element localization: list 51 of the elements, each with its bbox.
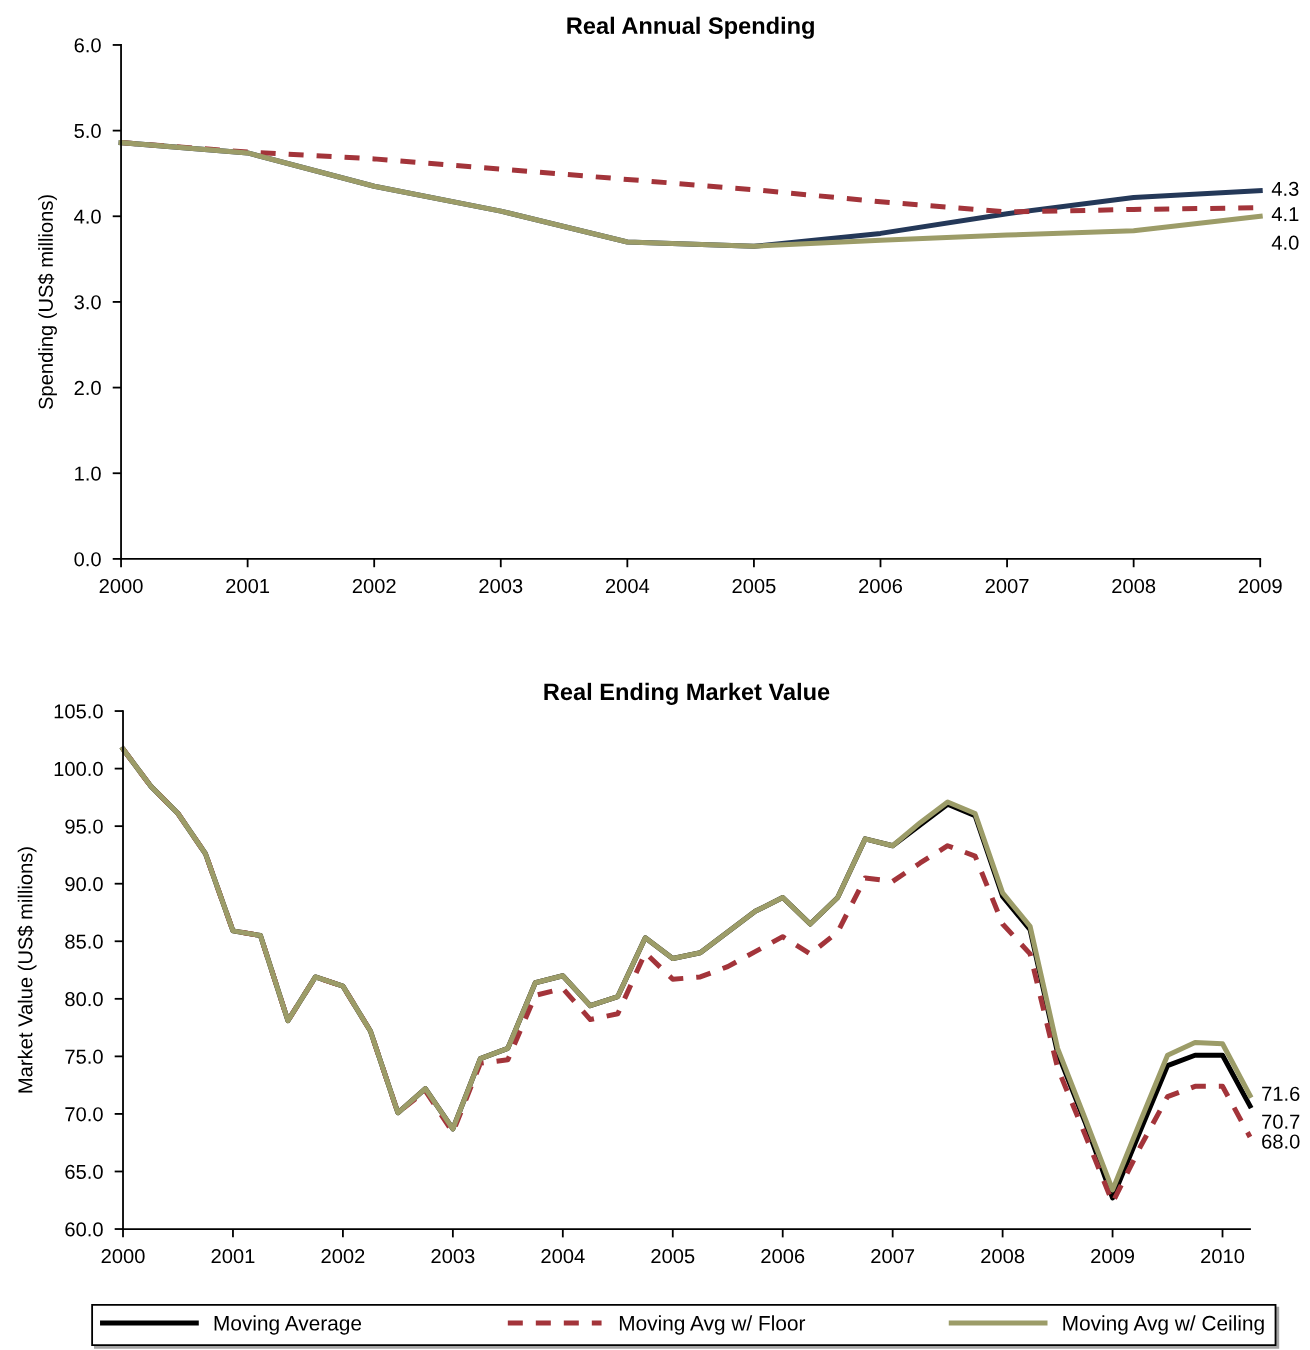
- legend-label: Moving Avg w/ Ceiling: [1063, 1315, 1264, 1335]
- x-tick-label: 2008: [1112, 578, 1156, 594]
- data-label: 68.0: [1262, 1134, 1300, 1149]
- y-tick-label: 0.0: [74, 552, 101, 567]
- x-tick-label: 2008: [981, 1249, 1025, 1264]
- y-tick-label: 90.0: [65, 876, 103, 892]
- x-tick-label: 2003: [431, 1249, 475, 1264]
- x-tick-label: 2006: [859, 578, 903, 594]
- y-axis-title: Spending (US$ millions): [37, 195, 57, 410]
- y-axis-title: Market Value (US$ millions): [17, 847, 37, 1093]
- x-tick-label: 2010: [1201, 1249, 1245, 1264]
- y-tick-label: 95.0: [65, 819, 103, 834]
- x-tick-label: 2004: [605, 578, 650, 594]
- y-tick-label: 65.0: [65, 1164, 103, 1179]
- x-tick-label: 2007: [985, 578, 1029, 594]
- data-label: 70.7: [1262, 1114, 1300, 1129]
- x-tick-label: 2009: [1091, 1249, 1135, 1264]
- x-tick-label: 2001: [226, 578, 270, 594]
- y-tick-label: 3.0: [74, 295, 101, 310]
- chart-title: Real Annual Spending: [567, 16, 814, 39]
- y-tick-label: 5.0: [74, 123, 101, 139]
- x-tick-label: 2002: [321, 1249, 365, 1264]
- x-tick-label: 2003: [479, 578, 523, 594]
- y-tick-label: 60.0: [65, 1222, 103, 1237]
- y-tick-label: 80.0: [65, 992, 103, 1007]
- x-tick-label: 2005: [732, 578, 776, 594]
- legend-label: Moving Avg w/ Floor: [619, 1315, 806, 1335]
- y-tick-label: 105.0: [54, 704, 103, 719]
- x-tick-label: 2001: [211, 1249, 255, 1264]
- x-tick-label: 2005: [651, 1249, 695, 1264]
- data-label: 4.3: [1271, 181, 1299, 196]
- y-tick-label: 100.0: [54, 761, 103, 777]
- x-tick-label: 2002: [352, 578, 396, 594]
- x-tick-label: 2000: [99, 578, 143, 594]
- y-tick-label: 4.0: [74, 209, 101, 224]
- y-tick-label: 1.0: [75, 466, 101, 481]
- x-tick-label: 2004: [541, 1249, 585, 1264]
- x-tick-label: 2009: [1238, 578, 1282, 594]
- y-tick-label: 6.0: [74, 38, 101, 53]
- legend-label: Moving Average: [214, 1315, 362, 1335]
- y-tick-label: 75.0: [65, 1049, 103, 1064]
- y-tick-label: 70.0: [65, 1107, 103, 1122]
- x-tick-label: 2006: [761, 1249, 805, 1264]
- x-tick-label: 2000: [101, 1249, 145, 1264]
- data-label: 4.0: [1271, 235, 1299, 250]
- data-label: 71.6: [1262, 1086, 1300, 1101]
- y-tick-label: 85.0: [65, 934, 103, 949]
- data-label: 4.1: [1271, 207, 1299, 222]
- x-tick-label: 2007: [871, 1249, 915, 1264]
- y-tick-label: 2.0: [74, 380, 101, 396]
- chart-title: Real Ending Market Value: [544, 682, 830, 705]
